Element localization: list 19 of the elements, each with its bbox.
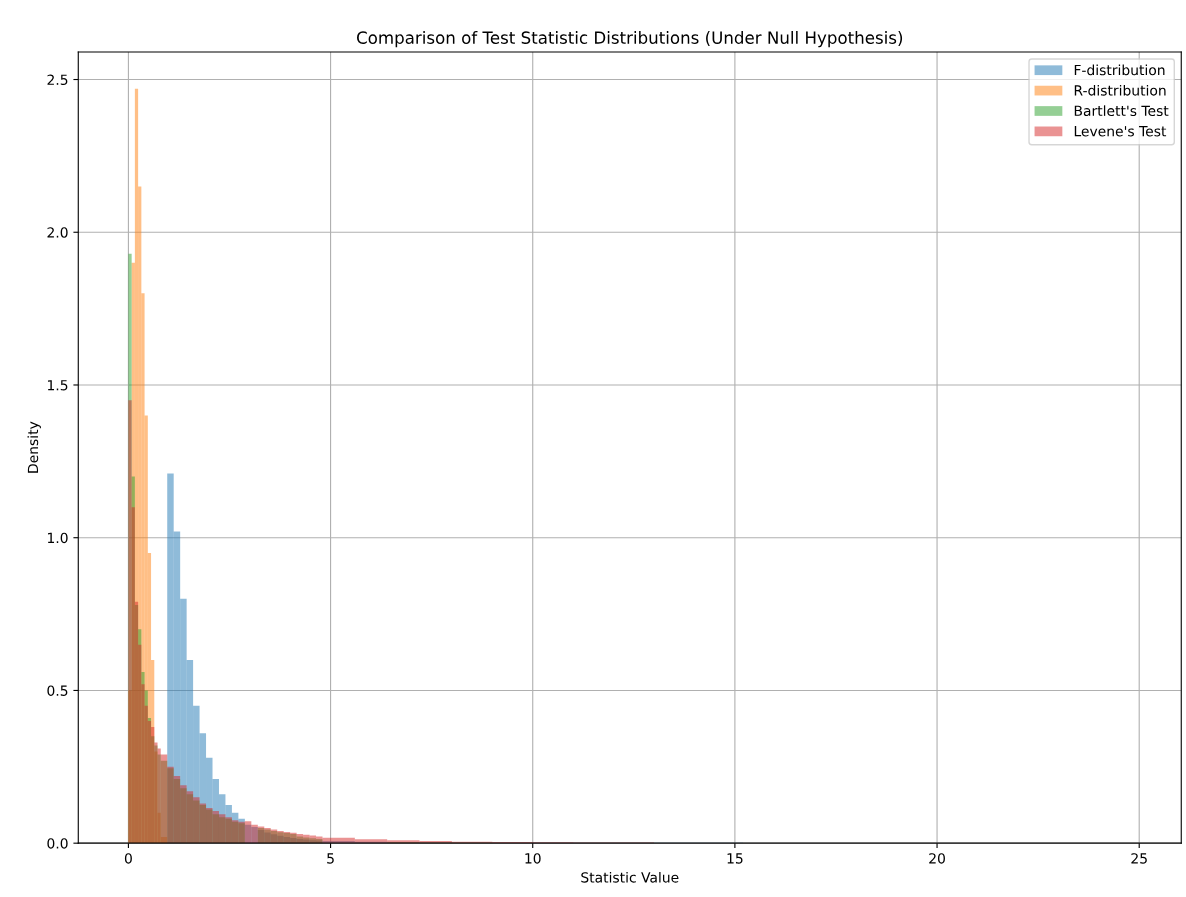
y-tick-label: 0.0 — [47, 838, 68, 849]
x-tick-label: 5 — [327, 853, 334, 864]
x-tick-label: 15 — [727, 853, 743, 864]
chart-title: Comparison of Test Statistic Distributions (Under Null Hypothesis) — [356, 31, 903, 48]
y-tick-label: 2.0 — [47, 227, 68, 238]
x-tick-label: 10 — [525, 853, 541, 864]
x-tick-label: 0 — [124, 853, 132, 864]
x-tick-label: 25 — [1131, 853, 1147, 864]
y-tick-label: 1.0 — [47, 532, 68, 544]
x-axis-title: Statistic Value — [581, 871, 679, 883]
y-tick-label: 0.5 — [47, 685, 68, 696]
legend-label: F-distribution — [1074, 64, 1165, 76]
y-tick-label: 2.5 — [47, 74, 68, 85]
y-tick-label: 1.5 — [47, 380, 68, 391]
legend-label: Levene's Test — [1074, 126, 1167, 137]
legend-label: R-distribution — [1074, 84, 1166, 96]
legend-label: Bartlett's Test — [1074, 105, 1169, 117]
x-tick-label: 20 — [929, 853, 945, 864]
y-axis-title: Density — [27, 421, 41, 473]
